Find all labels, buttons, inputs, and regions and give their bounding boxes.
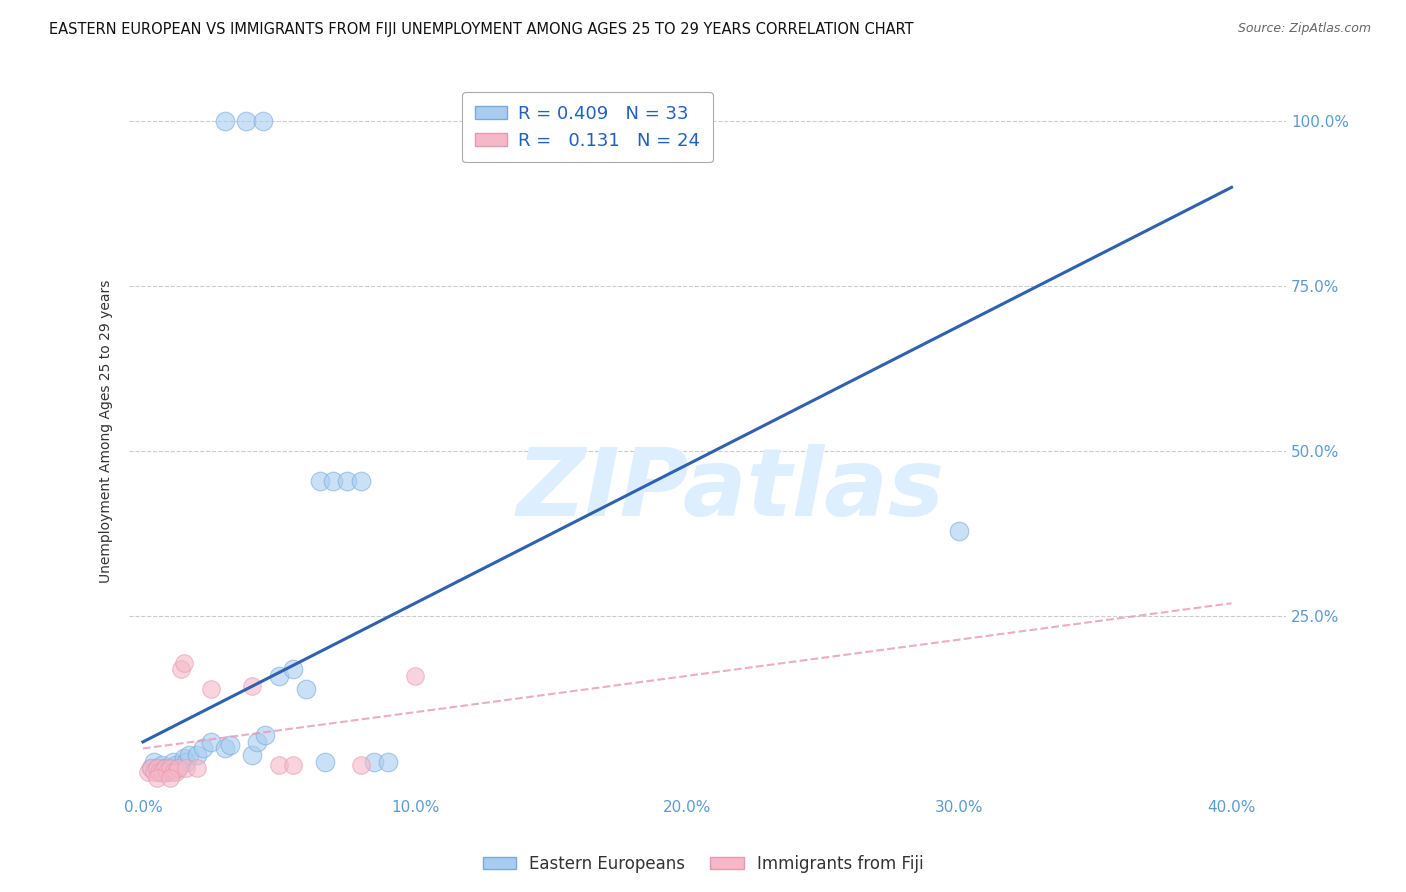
- Point: [159, 761, 181, 775]
- Point: [176, 755, 198, 769]
- Point: [219, 738, 242, 752]
- Point: [186, 748, 208, 763]
- Legend: R = 0.409   N = 33, R =   0.131   N = 24: R = 0.409 N = 33, R = 0.131 N = 24: [463, 92, 713, 162]
- Point: [156, 764, 179, 779]
- Point: [139, 761, 162, 775]
- Point: [214, 114, 236, 128]
- Point: [145, 761, 167, 775]
- Point: [138, 764, 160, 779]
- Point: [173, 656, 195, 670]
- Point: [308, 474, 330, 488]
- Point: [322, 474, 344, 488]
- Point: [281, 662, 304, 676]
- Point: [153, 761, 176, 775]
- Text: EASTERN EUROPEAN VS IMMIGRANTS FROM FIJI UNEMPLOYMENT AMONG AGES 25 TO 29 YEARS : EASTERN EUROPEAN VS IMMIGRANTS FROM FIJI…: [49, 22, 914, 37]
- Point: [377, 755, 399, 769]
- Point: [150, 758, 173, 772]
- Point: [170, 662, 193, 676]
- Point: [363, 755, 385, 769]
- Text: Source: ZipAtlas.com: Source: ZipAtlas.com: [1237, 22, 1371, 36]
- Point: [165, 758, 187, 772]
- Legend: Eastern Europeans, Immigrants from Fiji: Eastern Europeans, Immigrants from Fiji: [475, 848, 931, 880]
- Point: [145, 761, 167, 775]
- Point: [156, 764, 179, 779]
- Point: [246, 735, 269, 749]
- Point: [173, 751, 195, 765]
- Point: [179, 748, 201, 763]
- Point: [191, 741, 214, 756]
- Point: [142, 755, 165, 769]
- Point: [235, 114, 257, 128]
- Point: [150, 764, 173, 779]
- Point: [162, 764, 184, 779]
- Point: [165, 764, 187, 779]
- Point: [295, 682, 318, 697]
- Y-axis label: Unemployment Among Ages 25 to 29 years: Unemployment Among Ages 25 to 29 years: [100, 280, 114, 583]
- Point: [350, 474, 373, 488]
- Point: [159, 771, 181, 785]
- Point: [240, 679, 263, 693]
- Point: [350, 758, 373, 772]
- Point: [153, 761, 176, 775]
- Point: [281, 758, 304, 772]
- Point: [267, 758, 290, 772]
- Point: [267, 669, 290, 683]
- Point: [176, 761, 198, 775]
- Point: [200, 735, 222, 749]
- Point: [186, 761, 208, 775]
- Point: [214, 741, 236, 756]
- Point: [404, 669, 426, 683]
- Point: [139, 761, 162, 775]
- Point: [254, 728, 277, 742]
- Point: [200, 682, 222, 697]
- Point: [167, 761, 190, 775]
- Point: [145, 771, 167, 785]
- Point: [159, 761, 181, 775]
- Point: [252, 114, 274, 128]
- Point: [948, 524, 970, 538]
- Point: [167, 761, 190, 775]
- Point: [240, 748, 263, 763]
- Point: [148, 764, 170, 779]
- Text: ZIPatlas: ZIPatlas: [517, 443, 945, 536]
- Point: [142, 764, 165, 779]
- Point: [162, 755, 184, 769]
- Point: [336, 474, 359, 488]
- Point: [314, 755, 336, 769]
- Point: [148, 764, 170, 779]
